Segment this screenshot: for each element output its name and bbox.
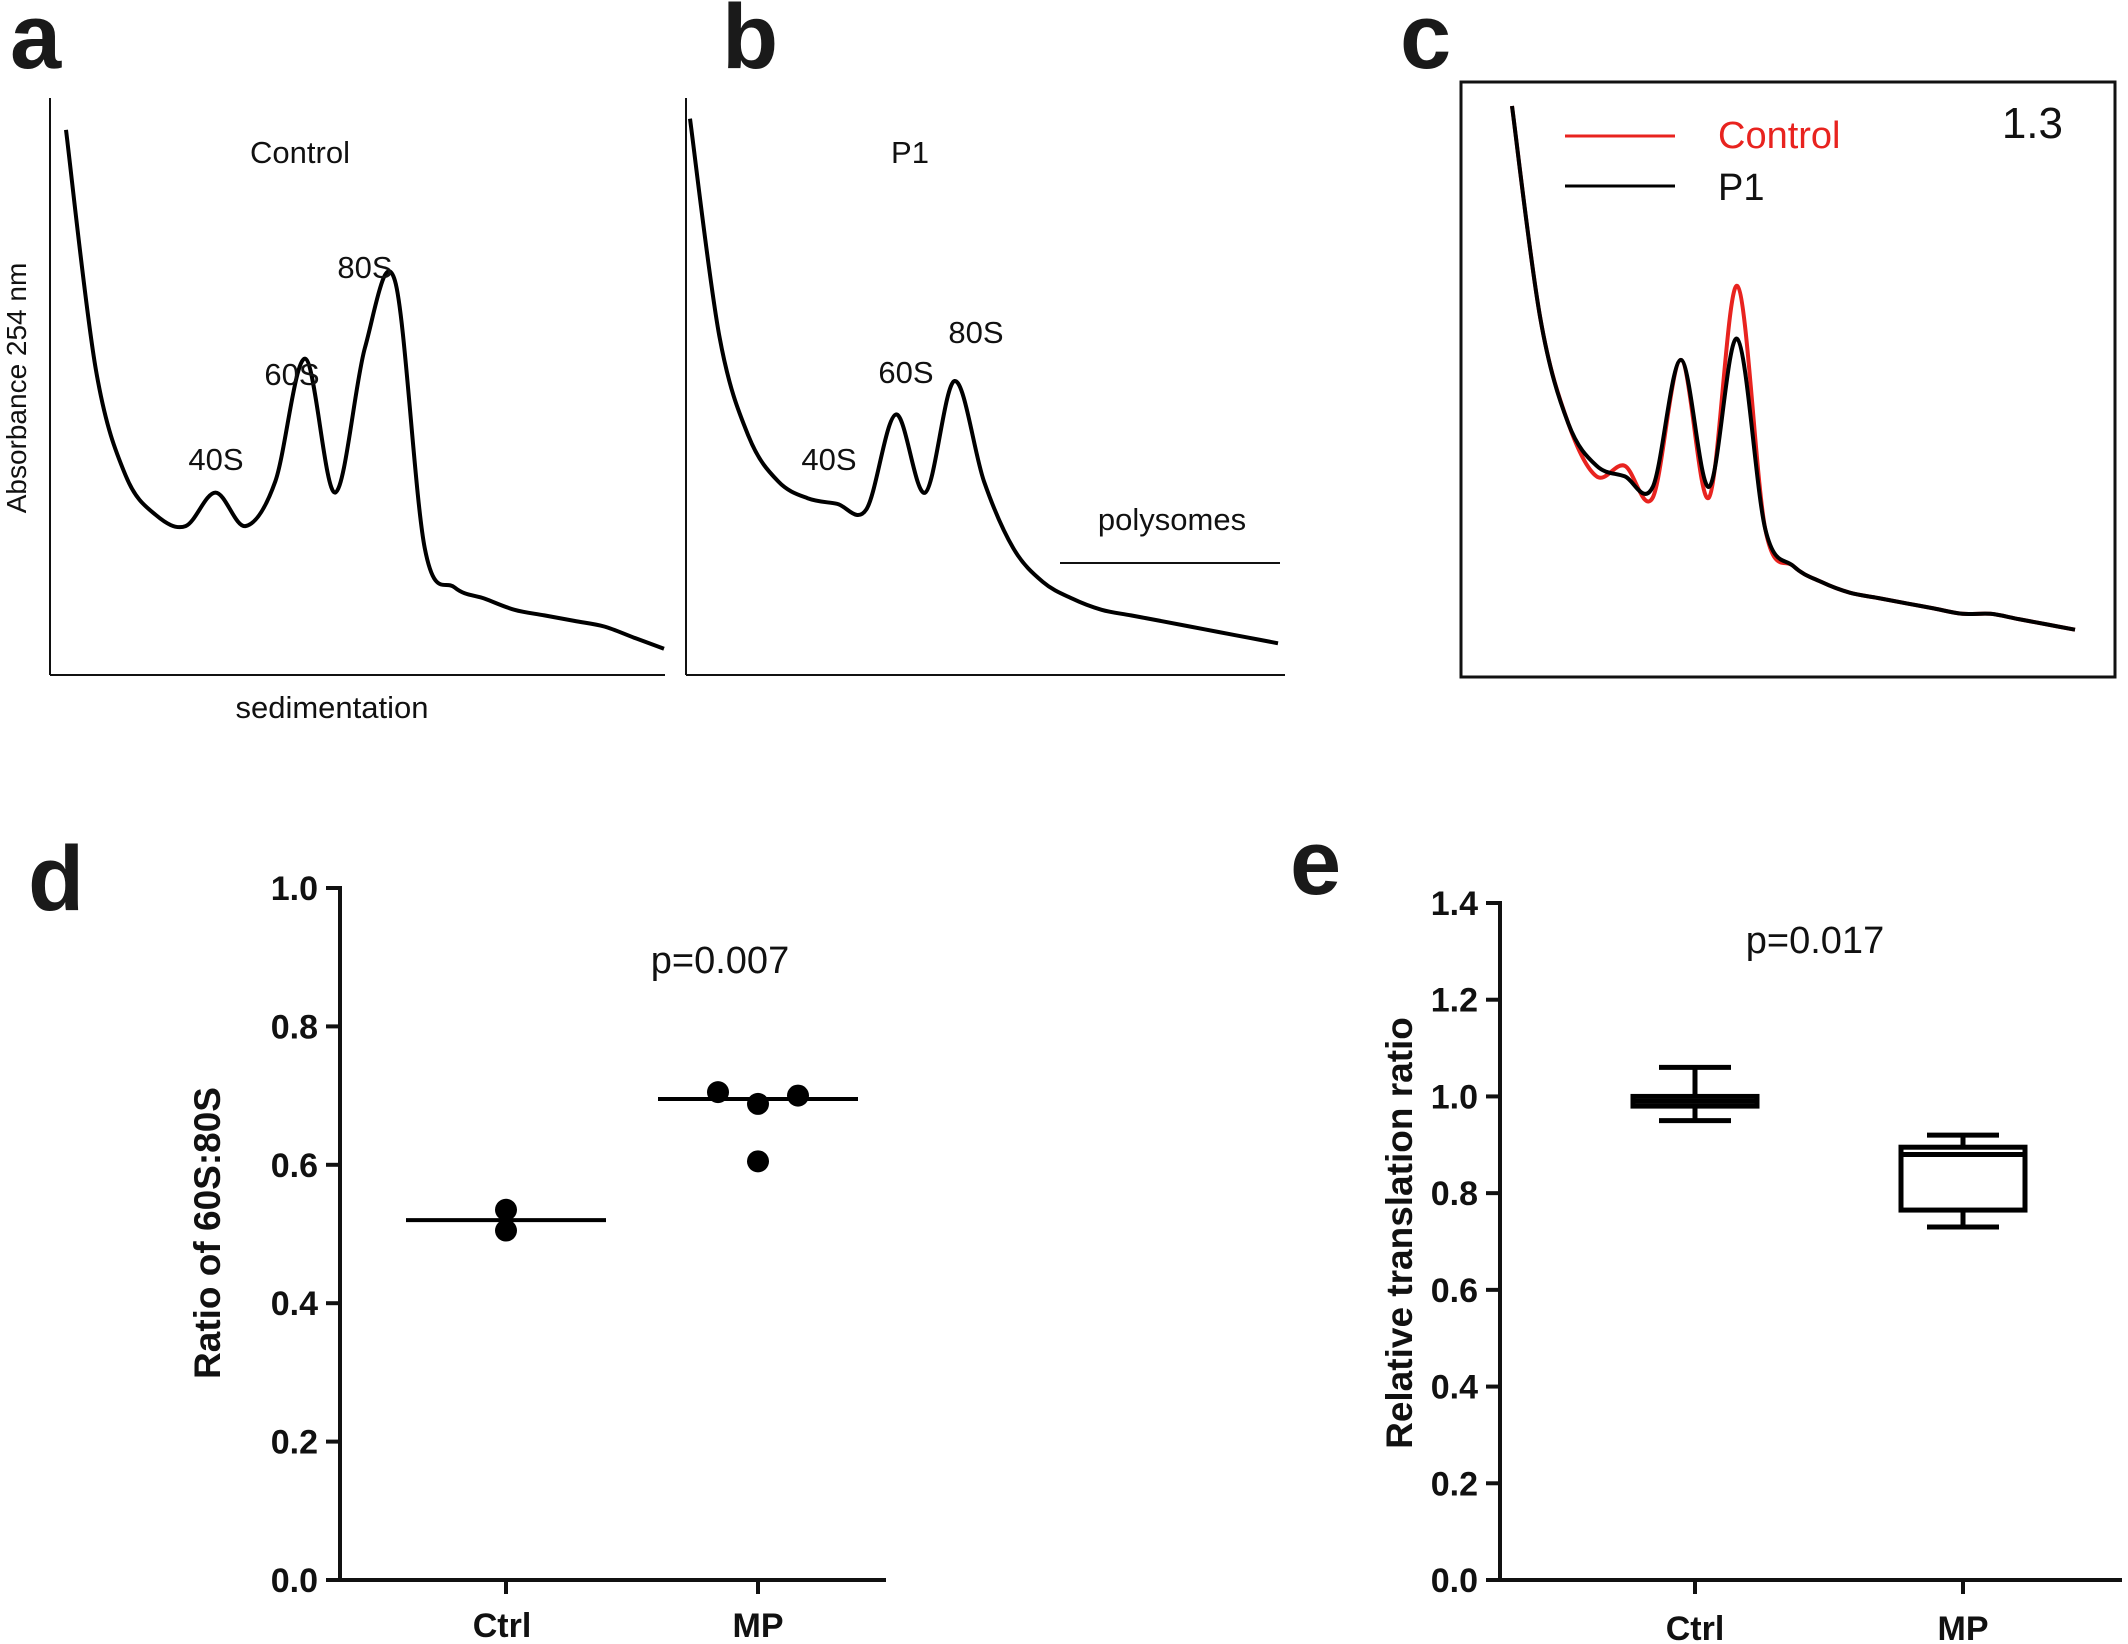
- panel-a-40s-label: 40S: [188, 442, 243, 477]
- panel-e: e 0.0 0.2 0.4 0.6 0.8 1.0 1.2 1.4 Ctrl MP Relat…: [1290, 812, 2122, 1644]
- data-point: [495, 1198, 517, 1221]
- panel-letter-c: c: [1400, 0, 1451, 88]
- panel-e-y-tick-label: 1.4: [1431, 885, 1478, 923]
- panel-letter-d: d: [28, 828, 84, 930]
- panel-letter-b: b: [722, 0, 778, 88]
- panel-b-60s-label: 60S: [878, 355, 933, 390]
- panel-e-pvalue: p=0.017: [1746, 920, 1884, 962]
- panel-b-polysomes-label: polysomes: [1098, 502, 1246, 537]
- panel-b-trace-p1: [688, 118, 1279, 646]
- panel-a-trace-control: [64, 129, 665, 651]
- data-point: [787, 1084, 809, 1107]
- data-point: [495, 1219, 517, 1242]
- panel-d-y-axis: 0.0 0.2 0.4 0.6 0.8 1.0: [271, 870, 342, 1600]
- panel-a: a Control 40S 60S 80S sedimentation Abso…: [1, 0, 665, 725]
- panel-c-legend-label-control: Control: [1718, 115, 1841, 157]
- data-point: [747, 1150, 769, 1173]
- panel-e-y-axis: 0.0 0.2 0.4 0.6 0.8 1.0 1.2 1.4: [1431, 885, 1502, 1600]
- panel-a-60s-label: 60S: [264, 357, 319, 392]
- panel-a-x-axis-label: sedimentation: [235, 690, 428, 725]
- panel-c: c 1.3 Control P1: [1400, 0, 2117, 679]
- panel-d-category-mp: MP: [733, 1607, 784, 1644]
- panel-d-y-tick-label: 0.8: [271, 1008, 318, 1046]
- panel-d: d 0.0 0.2 0.4 0.6 0.8 1.0 Ctrl MP Ratio of 60…: [28, 828, 886, 1644]
- panel-e-y-tick-label: 1.0: [1431, 1078, 1478, 1116]
- panel-letter-e: e: [1290, 812, 1341, 914]
- panel-letter-a: a: [10, 0, 62, 88]
- data-point: [707, 1081, 729, 1104]
- panel-d-y-tick-label: 0.4: [271, 1285, 318, 1323]
- panel-a-80s-label: 80S: [337, 250, 392, 285]
- panel-d-y-tick-label: 0.2: [271, 1424, 318, 1462]
- panel-b-sample-label: P1: [891, 135, 929, 170]
- data-point: [747, 1092, 769, 1115]
- panel-e-data: [1630, 1064, 2028, 1230]
- panel-e-category-mp: MP: [1938, 1610, 1989, 1644]
- panel-d-category-ctrl: Ctrl: [473, 1607, 532, 1644]
- panel-e-y-tick-label: 0.8: [1431, 1175, 1478, 1213]
- panel-c-frame: [1459, 80, 2117, 679]
- panel-c-corner-value: 1.3: [2002, 99, 2063, 148]
- box: [1898, 1144, 2028, 1213]
- panel-e-y-tick-label: 1.2: [1431, 982, 1478, 1020]
- panel-d-y-tick-label: 0.6: [271, 1147, 318, 1185]
- panel-b-40s-label: 40S: [801, 442, 856, 477]
- panel-d-pvalue: p=0.007: [651, 940, 789, 982]
- panel-e-y-tick-label: 0.2: [1431, 1465, 1478, 1503]
- panel-c-trace-p1: [1510, 105, 2076, 632]
- panel-e-y-axis-label: Relative translation ratio: [1379, 1017, 1420, 1449]
- panel-d-y-tick-label: 1.0: [271, 870, 318, 908]
- panel-b-80s-label: 80S: [948, 315, 1003, 350]
- panel-e-category-ctrl: Ctrl: [1666, 1610, 1725, 1644]
- panel-e-y-tick-label: 0.4: [1431, 1369, 1478, 1407]
- panel-c-legend-label-p1: P1: [1718, 167, 1764, 209]
- panel-d-y-axis-label: Ratio of 60S:80S: [187, 1087, 228, 1379]
- panel-d-y-tick-label: 0.0: [271, 1562, 318, 1600]
- panel-e-y-tick-label: 0.0: [1431, 1562, 1478, 1600]
- panel-d-data: [406, 1081, 858, 1242]
- panel-a-sample-label: Control: [250, 135, 350, 170]
- panel-e-y-tick-label: 0.6: [1431, 1272, 1478, 1310]
- panel-b: b P1 40S 60S 80S polysomes: [685, 0, 1285, 676]
- panel-a-y-axis-label: Absorbance 254 nm: [1, 263, 32, 514]
